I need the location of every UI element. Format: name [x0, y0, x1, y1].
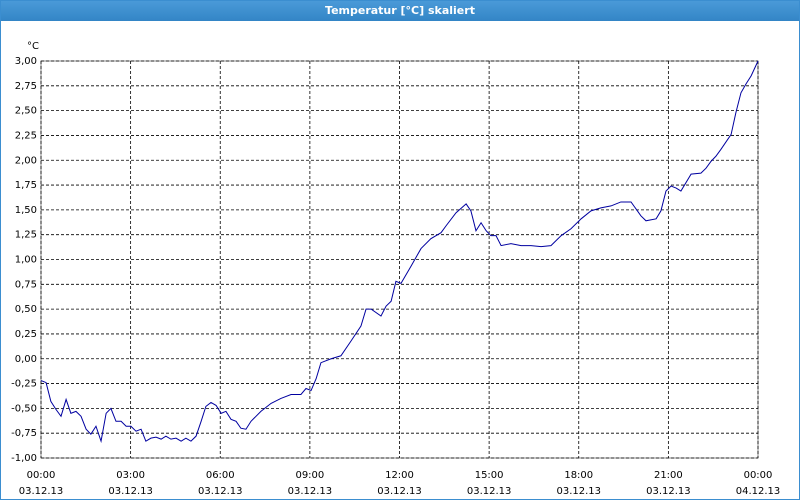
- x-tick-label: 18:00: [564, 470, 593, 481]
- x-tick-date: 04.12.13: [736, 486, 781, 497]
- y-tick-label: 0,75: [15, 279, 37, 290]
- y-tick-label: 0,00: [15, 354, 37, 365]
- y-tick-label: 2,25: [15, 130, 37, 141]
- y-tick-label: 2,00: [15, 155, 37, 166]
- x-tick-label: 15:00: [475, 470, 504, 481]
- x-tick-label: 03:00: [116, 470, 145, 481]
- x-tick-label: 00:00: [744, 470, 773, 481]
- y-tick-label: -0,75: [11, 428, 37, 439]
- y-tick-label: -1,00: [11, 453, 37, 464]
- x-tick-date: 03.12.13: [646, 486, 691, 497]
- y-unit: °C: [27, 41, 39, 52]
- x-tick-date: 03.12.13: [198, 486, 243, 497]
- y-tick-label: 2,50: [15, 106, 37, 117]
- y-tick-label: 1,00: [15, 255, 37, 266]
- chart: °C -1,00 -0,75 -0,50 -0,25 0,00 0,25 0,50 0,75 1…: [11, 41, 781, 497]
- x-tick-date: 03.12.13: [108, 486, 153, 497]
- y-tick-label: 1,75: [15, 180, 37, 191]
- y-tick-label: 2,75: [15, 81, 37, 92]
- y-tick-label: -0,25: [11, 379, 37, 390]
- data-line: [40, 60, 759, 444]
- x-tick-label: 21:00: [654, 470, 683, 481]
- x-tick-date: 03.12.13: [556, 486, 601, 497]
- y-tick-label: 0,25: [15, 329, 37, 340]
- x-tick-date: 03.12.13: [467, 486, 512, 497]
- y-tick-label: -0,50: [11, 403, 37, 414]
- x-tick-label: 00:00: [27, 470, 56, 481]
- y-tick-label: 1,50: [15, 205, 37, 216]
- x-tick-date: 03.12.13: [19, 486, 64, 497]
- y-tick-label: 0,50: [15, 304, 37, 315]
- x-tick-label: 12:00: [385, 470, 414, 481]
- x-tick-date: 03.12.13: [288, 486, 333, 497]
- x-tick-date: 03.12.13: [377, 486, 422, 497]
- x-tick-label: 06:00: [206, 470, 235, 481]
- y-tick-label: 3,00: [15, 56, 37, 67]
- window-title: Temperatur [°C] skaliert: [1, 1, 799, 21]
- x-tick-label: 09:00: [295, 470, 324, 481]
- y-tick-label: 1,25: [15, 230, 37, 241]
